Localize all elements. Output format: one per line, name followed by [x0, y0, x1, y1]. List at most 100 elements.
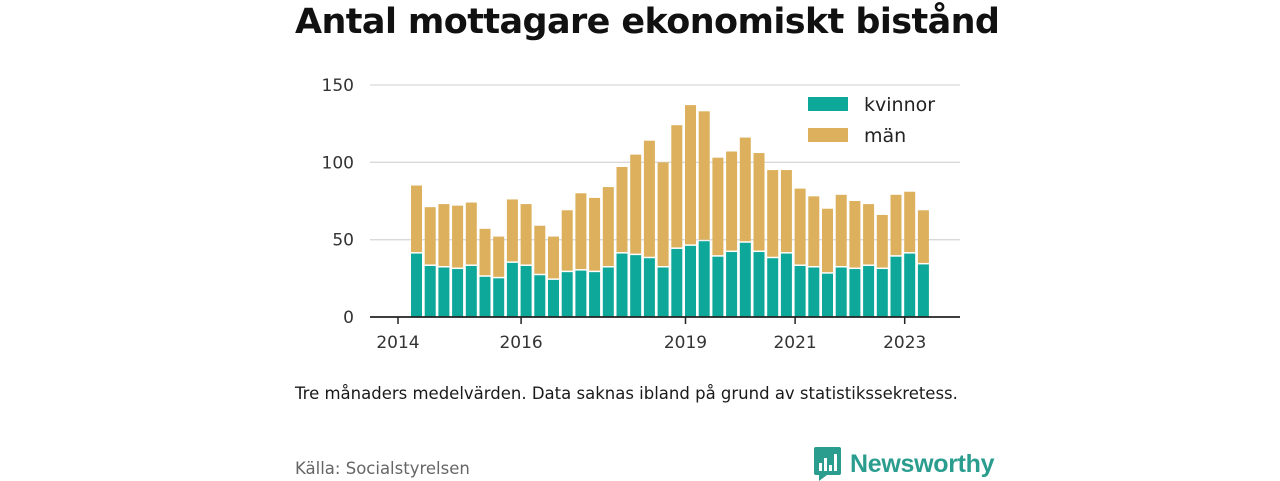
- bar-man: [630, 154, 642, 254]
- bar-kvinnor: [548, 279, 559, 317]
- bar-kvinnor: [643, 258, 655, 317]
- bar-man: [561, 210, 573, 271]
- x-tick-label: 2019: [664, 333, 707, 353]
- bar-kvinnor: [890, 256, 902, 317]
- bar-kvinnor: [835, 267, 847, 317]
- bar-man: [411, 185, 422, 253]
- bar-man: [876, 214, 888, 268]
- bar-kvinnor: [904, 253, 916, 317]
- bar-kvinnor: [411, 253, 422, 317]
- bar-kvinnor: [561, 272, 573, 317]
- legend: kvinnor män: [808, 94, 935, 147]
- bar-man: [643, 140, 655, 257]
- bar-kvinnor: [712, 256, 724, 317]
- legend-label-man: män: [864, 125, 906, 147]
- legend-label-kvinnor: kvinnor: [864, 94, 935, 116]
- bar-kvinnor: [575, 270, 587, 317]
- x-tick-label: 2016: [499, 333, 542, 353]
- bar-kvinnor: [520, 265, 532, 317]
- bar-man: [794, 188, 806, 265]
- bar-man: [520, 204, 532, 265]
- bar-man: [712, 157, 724, 256]
- x-tick-labels: 2014 2016 2019 2021 2023: [376, 317, 926, 353]
- bar-kvinnor: [685, 245, 696, 317]
- bar-kvinnor: [917, 264, 929, 317]
- bar-man: [890, 194, 902, 256]
- bar-kvinnor: [657, 267, 669, 317]
- source-text: Källa: Socialstyrelsen: [295, 459, 470, 478]
- bar-kvinnor: [630, 255, 642, 317]
- bar-man: [438, 204, 450, 267]
- bar-man: [424, 207, 436, 265]
- bar-kvinnor: [602, 267, 614, 317]
- bar-kvinnor: [452, 269, 464, 317]
- bar-kvinnor: [876, 269, 888, 317]
- bar-man: [808, 196, 820, 267]
- chart-note: Tre månaders medelvärden. Data saknas ib…: [295, 384, 958, 403]
- bar-kvinnor: [849, 269, 861, 317]
- bar-man: [602, 187, 614, 267]
- bar-man: [589, 197, 601, 271]
- bar-man: [780, 170, 792, 253]
- bar-kvinnor: [780, 253, 792, 317]
- y-tick-labels: 0 50 100 150: [322, 76, 354, 328]
- bar-kvinnor: [506, 262, 518, 317]
- bar-kvinnor: [589, 272, 601, 317]
- bar-man: [739, 137, 751, 242]
- bar-kvinnor: [479, 276, 491, 317]
- bar-kvinnor: [493, 278, 505, 317]
- bar-man: [698, 111, 710, 240]
- bar-man: [657, 162, 669, 267]
- bar-man: [767, 170, 779, 257]
- legend-swatch-kvinnor: [808, 97, 848, 111]
- bar-man: [493, 236, 505, 277]
- bar-kvinnor: [863, 265, 875, 317]
- bar-man: [548, 236, 559, 279]
- x-tick-label: 2023: [883, 333, 926, 353]
- x-tick-label: 2021: [773, 333, 816, 353]
- bar-kvinnor: [424, 265, 436, 317]
- bar-man: [479, 228, 491, 276]
- bar-man: [917, 210, 929, 263]
- bar-man: [822, 208, 833, 273]
- bar-series: [411, 105, 929, 317]
- bar-kvinnor: [767, 258, 779, 317]
- x-tick-label: 2014: [376, 333, 419, 353]
- bar-man: [452, 205, 464, 268]
- bar-man: [534, 225, 546, 274]
- y-tick-label: 0: [343, 308, 354, 328]
- chart-title: Antal mottagare ekonomiskt bistånd: [295, 2, 1000, 42]
- bar-man: [863, 204, 875, 265]
- bar-kvinnor: [794, 265, 806, 317]
- bar-man: [726, 151, 738, 251]
- bar-man: [835, 194, 847, 267]
- bar-kvinnor: [465, 265, 477, 317]
- bar-man: [849, 201, 861, 268]
- bar-kvinnor: [726, 252, 738, 317]
- bar-chart-bubble-icon: [814, 447, 841, 481]
- bar-kvinnor: [822, 273, 833, 317]
- bar-man: [575, 193, 587, 270]
- bar-kvinnor: [534, 275, 546, 317]
- bar-kvinnor: [808, 267, 820, 317]
- brand-name: Newsworthy: [850, 449, 995, 478]
- y-tick-label: 100: [322, 153, 354, 173]
- bar-man: [685, 105, 696, 245]
- bar-man: [671, 125, 683, 248]
- bar-man: [904, 191, 916, 253]
- bar-man: [506, 199, 518, 262]
- bar-kvinnor: [739, 242, 751, 317]
- y-tick-label: 50: [332, 231, 354, 251]
- bar-kvinnor: [671, 248, 683, 317]
- legend-swatch-man: [808, 128, 848, 142]
- y-tick-label: 150: [322, 76, 354, 96]
- bar-kvinnor: [753, 252, 765, 317]
- brand-logo: Newsworthy: [814, 447, 995, 481]
- bar-kvinnor: [438, 267, 450, 317]
- bar-man: [465, 202, 477, 265]
- bar-man: [616, 166, 628, 253]
- bar-kvinnor: [616, 253, 628, 317]
- bar-man: [753, 153, 765, 251]
- bar-kvinnor: [698, 241, 710, 317]
